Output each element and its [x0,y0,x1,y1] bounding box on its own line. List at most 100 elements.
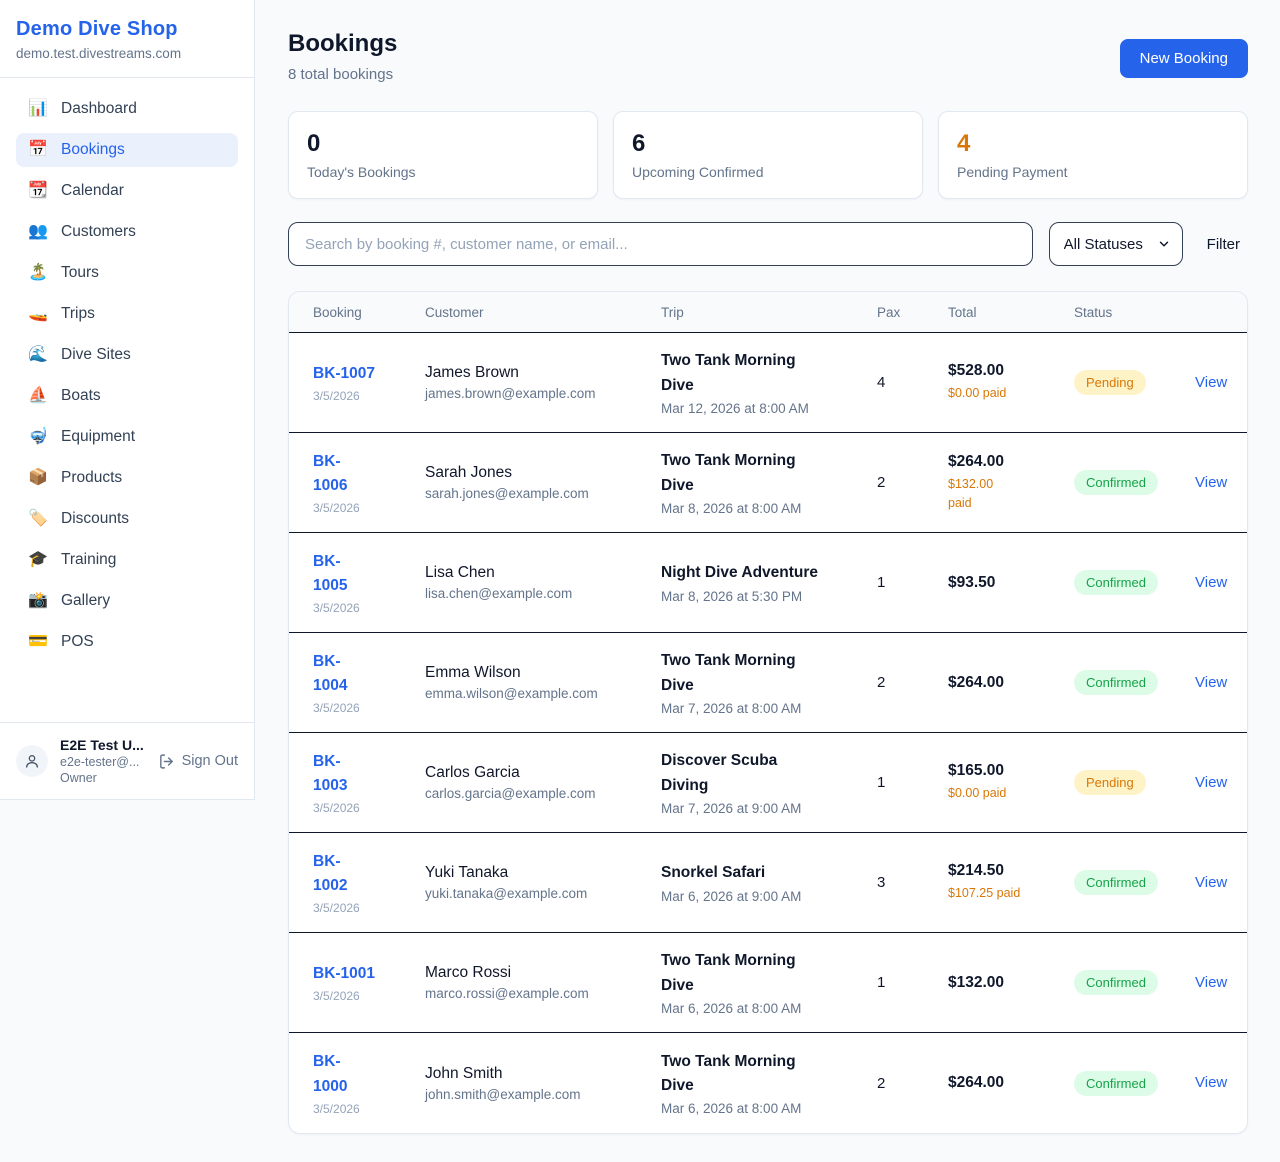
booking-id-link[interactable]: BK- 1000 [313,1053,348,1095]
trip-datetime: Mar 6, 2026 at 8:00 AM [661,1000,802,1016]
booking-id-link[interactable]: BK- 1003 [313,752,348,794]
sidebar-item-customers[interactable]: 👥 Customers [16,215,238,249]
page-header: Bookings 8 total bookings New Booking [288,30,1248,83]
booking-id-link[interactable]: BK- 1002 [313,852,348,894]
booking-cell: BK- 1003 3/5/2026 [313,750,425,815]
new-booking-button[interactable]: New Booking [1119,39,1248,78]
booking-id-link[interactable]: BK- 1005 [313,552,348,594]
view-link[interactable]: View [1195,373,1228,391]
sidebar-item-products[interactable]: 📦 Products [16,461,238,495]
booking-cell: BK- 1006 3/5/2026 [313,450,425,515]
column-header-booking: Booking [313,304,362,320]
booking-date: 3/5/2026 [313,701,360,716]
sign-out-label: Sign Out [181,753,238,769]
trip-datetime: Mar 7, 2026 at 9:00 AM [661,800,802,816]
paid-amount: $107.25 paid [948,886,1021,901]
column-header-trip: Trip [661,304,684,320]
booking-date: 3/5/2026 [313,601,360,616]
stat-value: 0 [307,130,321,157]
status-badge: Confirmed [1074,670,1158,695]
booking-id-link[interactable]: BK-1007 [313,364,376,382]
sidebar-item-label: Discounts [61,510,130,527]
booking-date: 3/5/2026 [313,901,360,916]
page-title: Bookings [288,30,398,57]
trip-datetime: Mar 8, 2026 at 5:30 PM [661,588,803,604]
view-link[interactable]: View [1195,673,1228,691]
sidebar-item-label: Boats [61,387,101,404]
view-link[interactable]: View [1195,573,1228,591]
sidebar-item-trips[interactable]: 🚤 Trips [16,297,238,331]
package-icon: 📦 [28,469,48,486]
wave-icon: 🌊 [28,346,48,363]
sidebar-item-equipment[interactable]: 🤿 Equipment [16,420,238,454]
customer-name: John Smith [425,1064,503,1082]
total-amount: $264.00 [948,673,1005,691]
booking-id-link[interactable]: BK- 1004 [313,652,348,694]
sidebar-item-discounts[interactable]: 🏷️ Discounts [16,502,238,536]
customer-email: yuki.tanaka@example.com [425,886,588,901]
status-cell: Pending [1074,370,1195,395]
sidebar-item-label: Equipment [61,428,136,445]
pax-cell: 3 [877,874,886,891]
shop-name: Demo Dive Shop [16,18,178,40]
customer-email: emma.wilson@example.com [425,686,598,701]
customer-cell: Marco Rossi marco.rossi@example.com [425,964,661,1001]
booking-id-link[interactable]: BK-1001 [313,964,376,982]
view-link[interactable]: View [1195,473,1228,491]
sidebar-item-label: POS [61,633,94,650]
booking-date: 3/5/2026 [313,1101,360,1116]
booking-cell: BK-1007 3/5/2026 [313,362,425,403]
table-row: BK- 1002 3/5/2026 Yuki Tanaka yuki.tanak… [289,833,1247,933]
status-badge: Confirmed [1074,970,1158,995]
stat-label: Today's Bookings [307,164,416,180]
total-amount: $214.50 [948,862,1005,880]
filter-button[interactable]: Filter [1199,236,1248,253]
status-cell: Confirmed [1074,470,1195,495]
sidebar-item-label: Gallery [61,592,111,609]
sidebar-item-label: Bookings [61,141,125,158]
sidebar-item-dive-sites[interactable]: 🌊 Dive Sites [16,338,238,372]
view-link[interactable]: View [1195,873,1228,891]
sidebar-item-boats[interactable]: ⛵ Boats [16,379,238,413]
sidebar-item-label: Trips [61,305,95,322]
search-input[interactable] [288,222,1033,266]
pax-cell: 1 [877,974,886,991]
stat-card-upcoming-confirmed: 6 Upcoming Confirmed [613,111,923,199]
view-link[interactable]: View [1195,973,1228,991]
column-header-status: Status [1074,304,1113,320]
main-content: Bookings 8 total bookings New Booking 0 … [255,0,1280,1134]
label-tag-icon: 🏷️ [28,510,48,527]
booking-date: 3/5/2026 [313,989,360,1003]
sidebar-item-tours[interactable]: 🏝️ Tours [16,256,238,290]
booking-id-link[interactable]: BK- 1006 [313,452,348,494]
sidebar-item-gallery[interactable]: 📸 Gallery [16,584,238,618]
customer-cell: Carlos Garcia carlos.garcia@example.com [425,764,661,801]
total-amount: $264.00 [948,453,1005,471]
user-name: E2E Test U... [60,737,144,753]
table-body: BK-1007 3/5/2026 James Brown james.brown… [289,333,1247,1133]
sidebar-item-bookings[interactable]: 📅 Bookings [16,133,238,167]
sidebar-nav: 📊 Dashboard 📅 Bookings 📆 Calendar 👥 Cust… [0,78,254,722]
sidebar-item-calendar[interactable]: 📆 Calendar [16,174,238,208]
sidebar-item-dashboard[interactable]: 📊 Dashboard [16,92,238,126]
view-cell: View [1195,1074,1239,1092]
trip-datetime: Mar 6, 2026 at 8:00 AM [661,1101,802,1117]
status-cell: Confirmed [1074,970,1195,995]
page-subtitle: 8 total bookings [288,66,394,83]
pax-cell: 1 [877,574,886,591]
sign-out-button[interactable]: Sign Out [158,753,238,770]
sidebar-item-pos[interactable]: 💳 POS [16,625,238,659]
customer-cell: Yuki Tanaka yuki.tanaka@example.com [425,864,661,901]
view-link[interactable]: View [1195,773,1228,791]
speedboat-icon: 🚤 [28,305,48,322]
view-link[interactable]: View [1195,1074,1228,1091]
credit-card-icon: 💳 [28,633,48,650]
pax-cell: 2 [877,474,886,491]
user-meta: E2E Test U... e2e-tester@... Owner [60,737,146,785]
sidebar-item-training[interactable]: 🎓 Training [16,543,238,577]
booking-cell: BK- 1000 3/5/2026 [313,1050,425,1115]
trip-title: Two Tank Morning Dive [661,352,796,394]
total-cell: $132.00 [948,974,1074,992]
status-filter-select[interactable]: All Statuses [1048,222,1183,266]
status-cell: Confirmed [1074,1070,1195,1096]
